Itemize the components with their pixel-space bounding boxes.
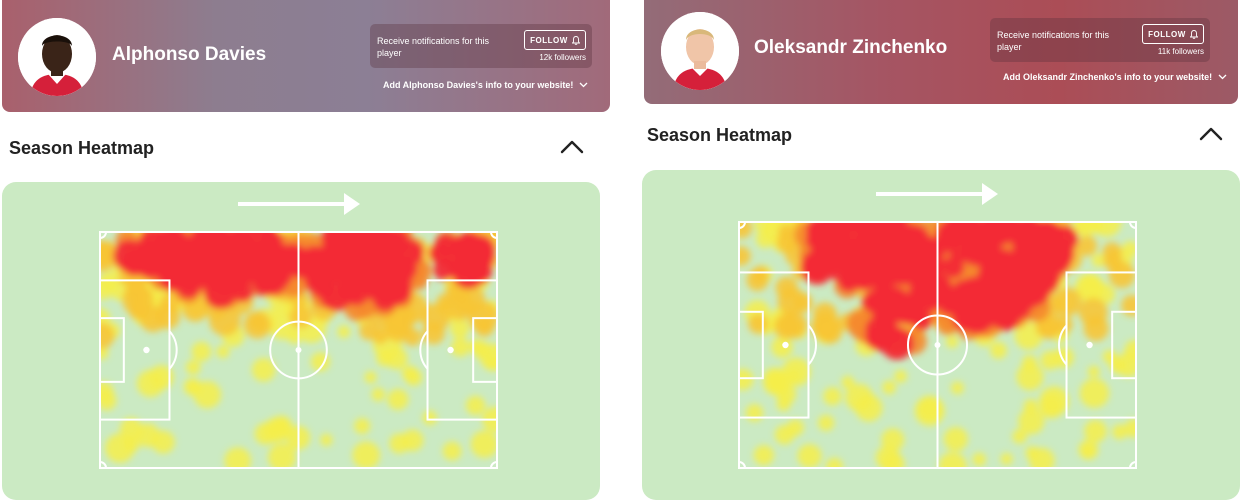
- follow-button[interactable]: FOLLOW: [1142, 24, 1204, 44]
- collapse-button[interactable]: [558, 137, 586, 157]
- add-info-link[interactable]: Add Alphonso Davies's info to your websi…: [383, 80, 588, 90]
- heat-layer: [739, 222, 1136, 468]
- follow-button[interactable]: FOLLOW: [524, 30, 586, 50]
- chevron-up-icon: [1199, 127, 1223, 141]
- heatmap-card: [2, 182, 600, 500]
- heatmap-card: [642, 170, 1240, 500]
- add-info-link-text: Add Oleksandr Zinchenko's info to your w…: [1003, 72, 1213, 82]
- player-photo: [661, 12, 739, 90]
- player-name: Oleksandr Zinchenko: [754, 37, 948, 58]
- notification-text: Receive notifications for this player: [377, 36, 490, 58]
- arrow-right-icon: [238, 193, 360, 215]
- chevron-up-icon: [560, 140, 584, 154]
- bell-icon: [1189, 29, 1198, 39]
- arrow-right-icon: [876, 183, 998, 205]
- heatmap-pitch: [99, 193, 498, 469]
- follow-label: FOLLOW: [1148, 29, 1186, 39]
- player-name: Alphonso Davies: [112, 44, 267, 65]
- heat-layer: [100, 232, 497, 468]
- bell-icon: [571, 35, 580, 45]
- player-photo: [18, 18, 96, 96]
- notification-box: Receive notifications for this player FO…: [370, 24, 592, 68]
- follow-label: FOLLOW: [530, 35, 568, 45]
- section-title: Season Heatmap: [647, 125, 793, 145]
- player-panel-davies: Alphonso Davies Receive notifications fo…: [0, 0, 612, 502]
- player-avatar: [18, 18, 96, 96]
- add-info-link[interactable]: Add Oleksandr Zinchenko's info to your w…: [1003, 72, 1227, 82]
- heatmap-pitch: [738, 183, 1137, 469]
- section-title: Season Heatmap: [9, 138, 155, 158]
- chevron-down-icon: [579, 82, 588, 88]
- pitch-lines: [99, 231, 498, 469]
- collapse-button[interactable]: [1197, 124, 1225, 144]
- notification-box: Receive notifications for this player FO…: [990, 18, 1210, 62]
- notification-text: Receive notifications for this player: [997, 30, 1110, 52]
- player-header: Oleksandr Zinchenko Receive notification…: [644, 0, 1238, 104]
- followers-count: 11k followers: [1157, 47, 1204, 56]
- chevron-down-icon: [1218, 74, 1227, 80]
- player-header: Alphonso Davies Receive notifications fo…: [2, 0, 610, 112]
- player-panel-zinchenko: Oleksandr Zinchenko Receive notification…: [642, 0, 1240, 502]
- add-info-link-text: Add Alphonso Davies's info to your websi…: [383, 80, 574, 90]
- followers-count: 12k followers: [539, 53, 586, 62]
- player-avatar: [661, 12, 739, 90]
- pitch-lines: [738, 221, 1137, 469]
